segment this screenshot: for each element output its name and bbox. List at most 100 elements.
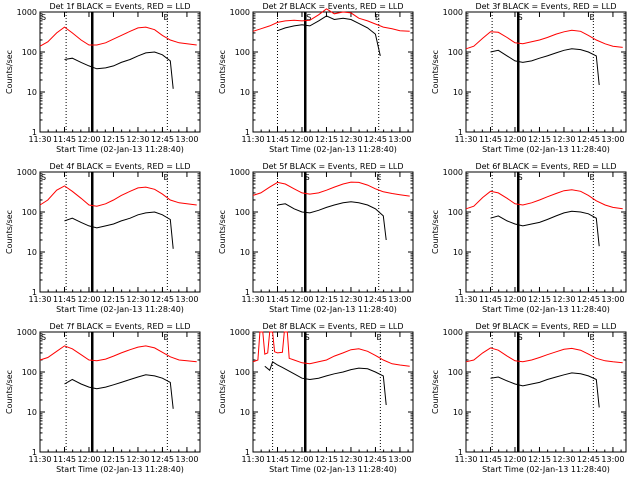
x-tick-label: 12:00 bbox=[77, 455, 100, 464]
x-tick-label: 13:00 bbox=[601, 135, 624, 144]
x-tick-label: 12:30 bbox=[126, 295, 149, 304]
y-tick-label: 1 bbox=[32, 288, 37, 297]
y-tick-label: 1000 bbox=[443, 168, 463, 177]
x-tick-label: 11:45 bbox=[53, 135, 76, 144]
x-tick-label: 12:15 bbox=[528, 455, 551, 464]
marker-S: S bbox=[305, 173, 310, 182]
x-tick-label: 11:30 bbox=[454, 455, 477, 464]
y-tick-label: 1 bbox=[32, 448, 37, 457]
chart-title: Det 3f BLACK = Events, RED = LLD bbox=[475, 2, 616, 11]
y-tick-label: 100 bbox=[235, 48, 250, 57]
y-tick-label: 100 bbox=[22, 48, 37, 57]
marker-S: S bbox=[41, 13, 46, 22]
x-tick-label: 12:30 bbox=[552, 455, 575, 464]
x-tick-label: 12:15 bbox=[315, 295, 338, 304]
marker-S: S bbox=[305, 333, 310, 342]
marker-E: E bbox=[589, 333, 594, 342]
y-tick-label: 1000 bbox=[443, 8, 463, 17]
chart-panel-1: Det 1f BLACK = Events, RED = LLD 1 10 100 10… bbox=[5, 2, 201, 154]
y-tick-label: 100 bbox=[448, 208, 463, 217]
chart-panel-2: Det 2f BLACK = Events, RED = LLD 1 10 100 10… bbox=[218, 2, 414, 154]
y-tick-label: 100 bbox=[22, 368, 37, 377]
y-tick-label: 10 bbox=[240, 248, 250, 257]
series-line-red bbox=[465, 347, 623, 364]
x-tick-label: 13:00 bbox=[388, 455, 411, 464]
y-axis-label: Counts/sec bbox=[218, 370, 227, 414]
y-axis-label: Counts/sec bbox=[5, 210, 14, 254]
x-axis-label: Start Time (02-Jan-13 11:28:40) bbox=[56, 465, 184, 474]
x-tick-label: 12:00 bbox=[503, 135, 526, 144]
series-line-black bbox=[277, 15, 381, 57]
x-axis-label: Start Time (02-Jan-13 11:28:40) bbox=[269, 305, 397, 314]
x-tick-label: 13:00 bbox=[175, 455, 198, 464]
plot-frame bbox=[252, 171, 414, 293]
x-tick-label: 12:30 bbox=[126, 455, 149, 464]
marker-E: E bbox=[589, 13, 594, 22]
y-tick-label: 10 bbox=[453, 408, 463, 417]
marker-S: S bbox=[41, 173, 46, 182]
x-tick-label: 12:30 bbox=[126, 135, 149, 144]
y-tick-label: 1000 bbox=[17, 8, 37, 17]
x-tick-label: 12:00 bbox=[503, 455, 526, 464]
x-tick-label: 11:45 bbox=[266, 455, 289, 464]
x-tick-label: 13:00 bbox=[601, 455, 624, 464]
chart-title: Det 2f BLACK = Events, RED = LLD bbox=[262, 2, 403, 11]
x-tick-label: 11:30 bbox=[241, 295, 264, 304]
x-tick-label: 11:45 bbox=[266, 135, 289, 144]
x-axis-label: Start Time (02-Jan-13 11:28:40) bbox=[269, 145, 397, 154]
y-axis-label: Counts/sec bbox=[431, 50, 440, 94]
series-line-red bbox=[39, 185, 197, 207]
y-axis-label: Counts/sec bbox=[218, 50, 227, 94]
x-tick-label: 12:30 bbox=[339, 295, 362, 304]
marker-S: S bbox=[518, 173, 523, 182]
y-tick-label: 10 bbox=[27, 248, 37, 257]
x-tick-label: 12:00 bbox=[503, 295, 526, 304]
marker-E: E bbox=[375, 13, 380, 22]
marker-S: S bbox=[518, 13, 523, 22]
x-tick-label: 13:00 bbox=[388, 135, 411, 144]
plot-frame bbox=[39, 11, 201, 133]
plot-frame bbox=[39, 331, 201, 453]
y-tick-label: 1 bbox=[458, 448, 463, 457]
y-tick-label: 10 bbox=[453, 88, 463, 97]
x-tick-label: 11:45 bbox=[53, 455, 76, 464]
series-line-red bbox=[465, 189, 623, 210]
x-axis-label: Start Time (02-Jan-13 11:28:40) bbox=[482, 305, 610, 314]
marker-E: E bbox=[163, 333, 168, 342]
series-line-black bbox=[64, 51, 174, 89]
marker-E: E bbox=[376, 333, 381, 342]
chart-panel-8: Det 8f BLACK = Events, RED = LLD 1 10 100 10… bbox=[218, 322, 414, 474]
y-axis-label: Counts/sec bbox=[431, 210, 440, 254]
marker-S: S bbox=[306, 13, 311, 22]
x-tick-label: 11:30 bbox=[28, 455, 51, 464]
x-tick-label: 12:00 bbox=[290, 455, 313, 464]
x-tick-label: 12:00 bbox=[77, 295, 100, 304]
y-axis-label: Counts/sec bbox=[218, 210, 227, 254]
y-tick-label: 100 bbox=[235, 208, 250, 217]
y-tick-label: 100 bbox=[235, 368, 250, 377]
y-tick-label: 100 bbox=[448, 368, 463, 377]
x-tick-label: 12:15 bbox=[315, 455, 338, 464]
x-tick-label: 11:30 bbox=[454, 135, 477, 144]
x-tick-label: 12:30 bbox=[552, 295, 575, 304]
x-axis-label: Start Time (02-Jan-13 11:28:40) bbox=[482, 465, 610, 474]
y-tick-label: 10 bbox=[240, 88, 250, 97]
series-line-black bbox=[490, 372, 600, 408]
y-tick-label: 1000 bbox=[17, 168, 37, 177]
x-tick-label: 12:45 bbox=[151, 135, 174, 144]
x-tick-label: 12:00 bbox=[290, 295, 313, 304]
x-tick-label: 12:15 bbox=[528, 135, 551, 144]
x-tick-label: 11:45 bbox=[479, 455, 502, 464]
x-tick-label: 12:45 bbox=[577, 455, 600, 464]
series-line-black bbox=[490, 48, 600, 86]
series-line-black bbox=[264, 361, 387, 406]
x-tick-label: 12:45 bbox=[577, 295, 600, 304]
plot-frame bbox=[39, 171, 201, 293]
x-tick-label: 12:15 bbox=[528, 295, 551, 304]
marker-S: S bbox=[518, 333, 523, 342]
y-tick-label: 1000 bbox=[230, 168, 250, 177]
series-line-black bbox=[277, 201, 387, 241]
y-tick-label: 100 bbox=[448, 48, 463, 57]
y-tick-label: 1 bbox=[245, 128, 250, 137]
x-tick-label: 12:15 bbox=[102, 135, 125, 144]
